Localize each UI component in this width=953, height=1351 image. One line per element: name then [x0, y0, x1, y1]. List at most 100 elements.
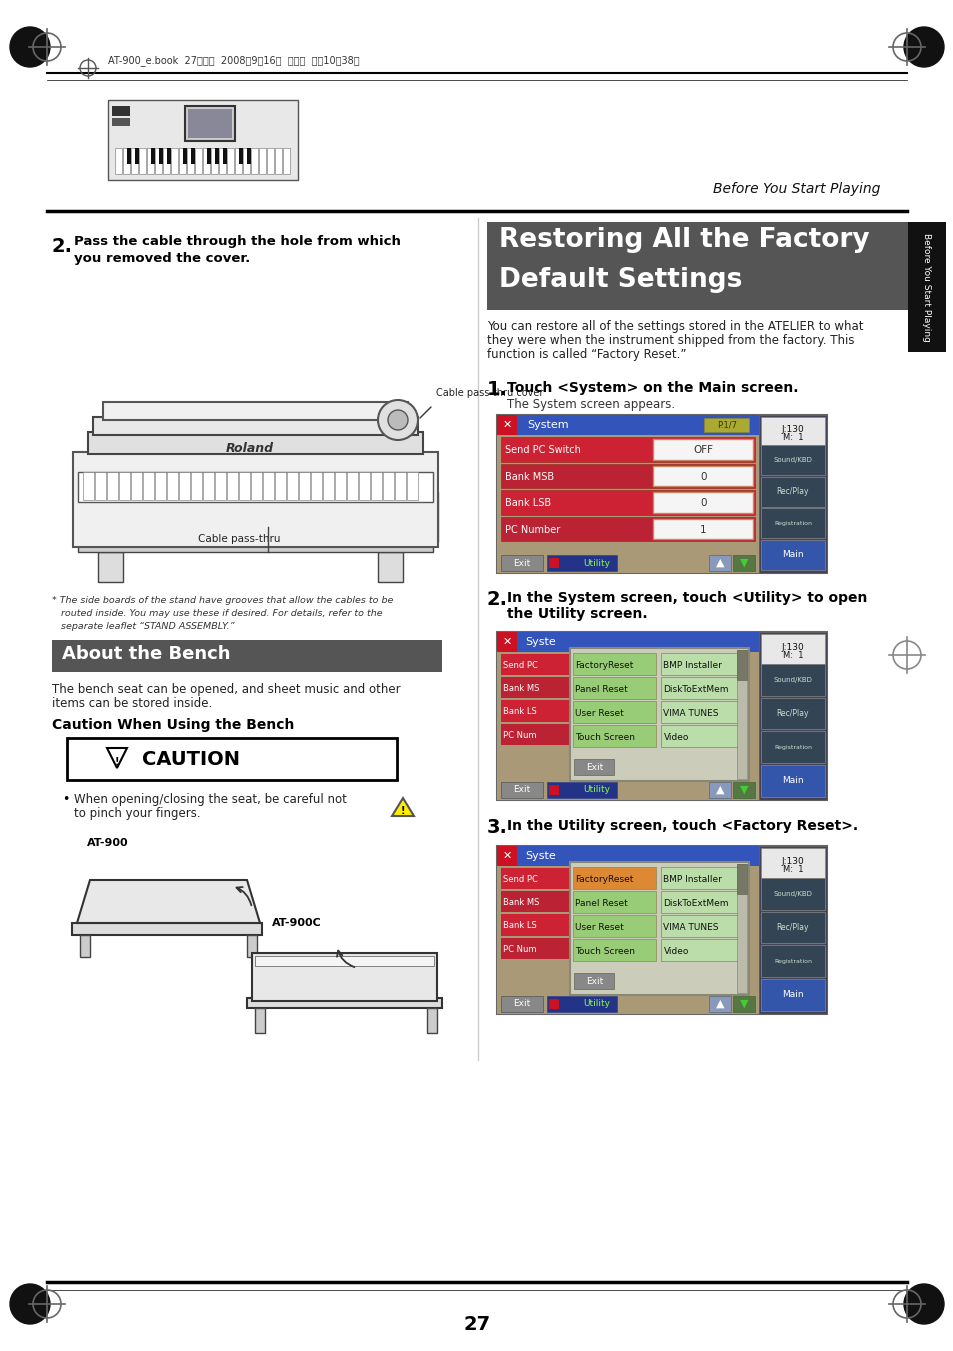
- Bar: [497, 435, 759, 553]
- Bar: [736, 650, 746, 680]
- Bar: [95, 471, 106, 500]
- Bar: [500, 782, 542, 798]
- Bar: [239, 149, 243, 163]
- Bar: [123, 149, 130, 174]
- Bar: [497, 846, 517, 866]
- Bar: [497, 415, 517, 435]
- Bar: [78, 540, 433, 553]
- Text: ▲: ▲: [715, 998, 723, 1009]
- Bar: [570, 862, 748, 994]
- Text: Touch <System> on the Main screen.: Touch <System> on the Main screen.: [506, 381, 798, 394]
- Bar: [258, 149, 266, 174]
- Bar: [653, 519, 752, 539]
- Bar: [573, 867, 656, 889]
- Text: PC Num: PC Num: [502, 944, 536, 954]
- Text: Utility: Utility: [583, 1000, 610, 1008]
- Bar: [497, 415, 759, 435]
- Bar: [183, 149, 187, 163]
- Text: 2.: 2.: [486, 590, 507, 609]
- Text: Send PC: Send PC: [502, 661, 537, 670]
- Bar: [112, 105, 130, 116]
- Bar: [151, 149, 154, 163]
- Bar: [188, 109, 232, 138]
- Bar: [760, 978, 824, 1011]
- Bar: [546, 996, 617, 1012]
- Text: Sound/KBD: Sound/KBD: [773, 677, 812, 682]
- Bar: [135, 149, 139, 163]
- Text: ✕: ✕: [502, 851, 511, 861]
- Text: Utility: Utility: [583, 558, 610, 567]
- Text: 0: 0: [700, 471, 706, 482]
- Bar: [736, 650, 746, 780]
- Text: function is called “Factory Reset.”: function is called “Factory Reset.”: [486, 349, 686, 361]
- Bar: [660, 892, 743, 913]
- Bar: [98, 553, 123, 582]
- Bar: [548, 785, 558, 794]
- Text: BMP Installer: BMP Installer: [662, 874, 721, 884]
- Bar: [52, 640, 441, 671]
- Bar: [760, 946, 824, 977]
- Text: Bank MS: Bank MS: [502, 685, 538, 693]
- Bar: [335, 471, 346, 500]
- Text: The System screen appears.: The System screen appears.: [506, 399, 675, 411]
- Bar: [323, 471, 334, 500]
- Bar: [119, 471, 130, 500]
- Text: Exit: Exit: [585, 977, 602, 985]
- Bar: [546, 782, 617, 798]
- Bar: [107, 471, 118, 500]
- Bar: [219, 149, 226, 174]
- Bar: [267, 149, 274, 174]
- Bar: [732, 555, 754, 571]
- Text: 1.: 1.: [486, 380, 507, 399]
- Text: 27: 27: [463, 1315, 490, 1333]
- Bar: [252, 952, 436, 1001]
- Bar: [760, 417, 824, 446]
- Bar: [500, 892, 592, 912]
- Bar: [486, 222, 926, 309]
- Bar: [203, 471, 213, 500]
- Text: The bench seat can be opened, and sheet music and other: The bench seat can be opened, and sheet …: [52, 684, 400, 696]
- Bar: [497, 632, 759, 653]
- Bar: [185, 105, 234, 141]
- Text: DiskToExtMem: DiskToExtMem: [662, 898, 728, 908]
- Bar: [171, 149, 178, 174]
- Text: Bank LS: Bank LS: [502, 921, 537, 931]
- Bar: [500, 436, 754, 462]
- Bar: [653, 492, 752, 512]
- Bar: [88, 432, 422, 454]
- Bar: [71, 923, 262, 935]
- Text: Default Settings: Default Settings: [498, 267, 741, 293]
- Bar: [760, 540, 824, 570]
- Text: * The side boards of the stand have grooves that allow the cables to be: * The side boards of the stand have groo…: [52, 596, 393, 605]
- Text: DiskToExtMem: DiskToExtMem: [662, 685, 728, 693]
- Bar: [760, 912, 824, 943]
- Bar: [131, 149, 138, 174]
- Text: !: !: [400, 807, 405, 816]
- Text: Main: Main: [781, 777, 803, 785]
- Bar: [570, 648, 748, 781]
- Text: routed inside. You may use these if desired. For details, refer to the: routed inside. You may use these if desi…: [52, 609, 382, 617]
- Bar: [660, 653, 743, 676]
- Text: Send PC Switch: Send PC Switch: [504, 446, 580, 455]
- Bar: [311, 471, 322, 500]
- Bar: [760, 477, 824, 507]
- Text: Utility: Utility: [583, 785, 610, 794]
- Text: About the Bench: About the Bench: [62, 644, 231, 663]
- Bar: [167, 471, 178, 500]
- Text: Bank LSB: Bank LSB: [504, 499, 551, 508]
- Bar: [573, 939, 656, 961]
- Bar: [139, 149, 146, 174]
- Text: Sound/KBD: Sound/KBD: [773, 457, 812, 463]
- Bar: [497, 780, 759, 800]
- Text: Video: Video: [662, 732, 688, 742]
- Text: Video: Video: [662, 947, 688, 955]
- Bar: [573, 892, 656, 913]
- Bar: [760, 634, 824, 665]
- Text: J:130: J:130: [781, 643, 803, 651]
- Text: Bank MS: Bank MS: [502, 898, 538, 908]
- Bar: [500, 867, 592, 889]
- Bar: [407, 471, 417, 500]
- Bar: [736, 865, 746, 993]
- Bar: [131, 471, 142, 500]
- Bar: [103, 403, 408, 420]
